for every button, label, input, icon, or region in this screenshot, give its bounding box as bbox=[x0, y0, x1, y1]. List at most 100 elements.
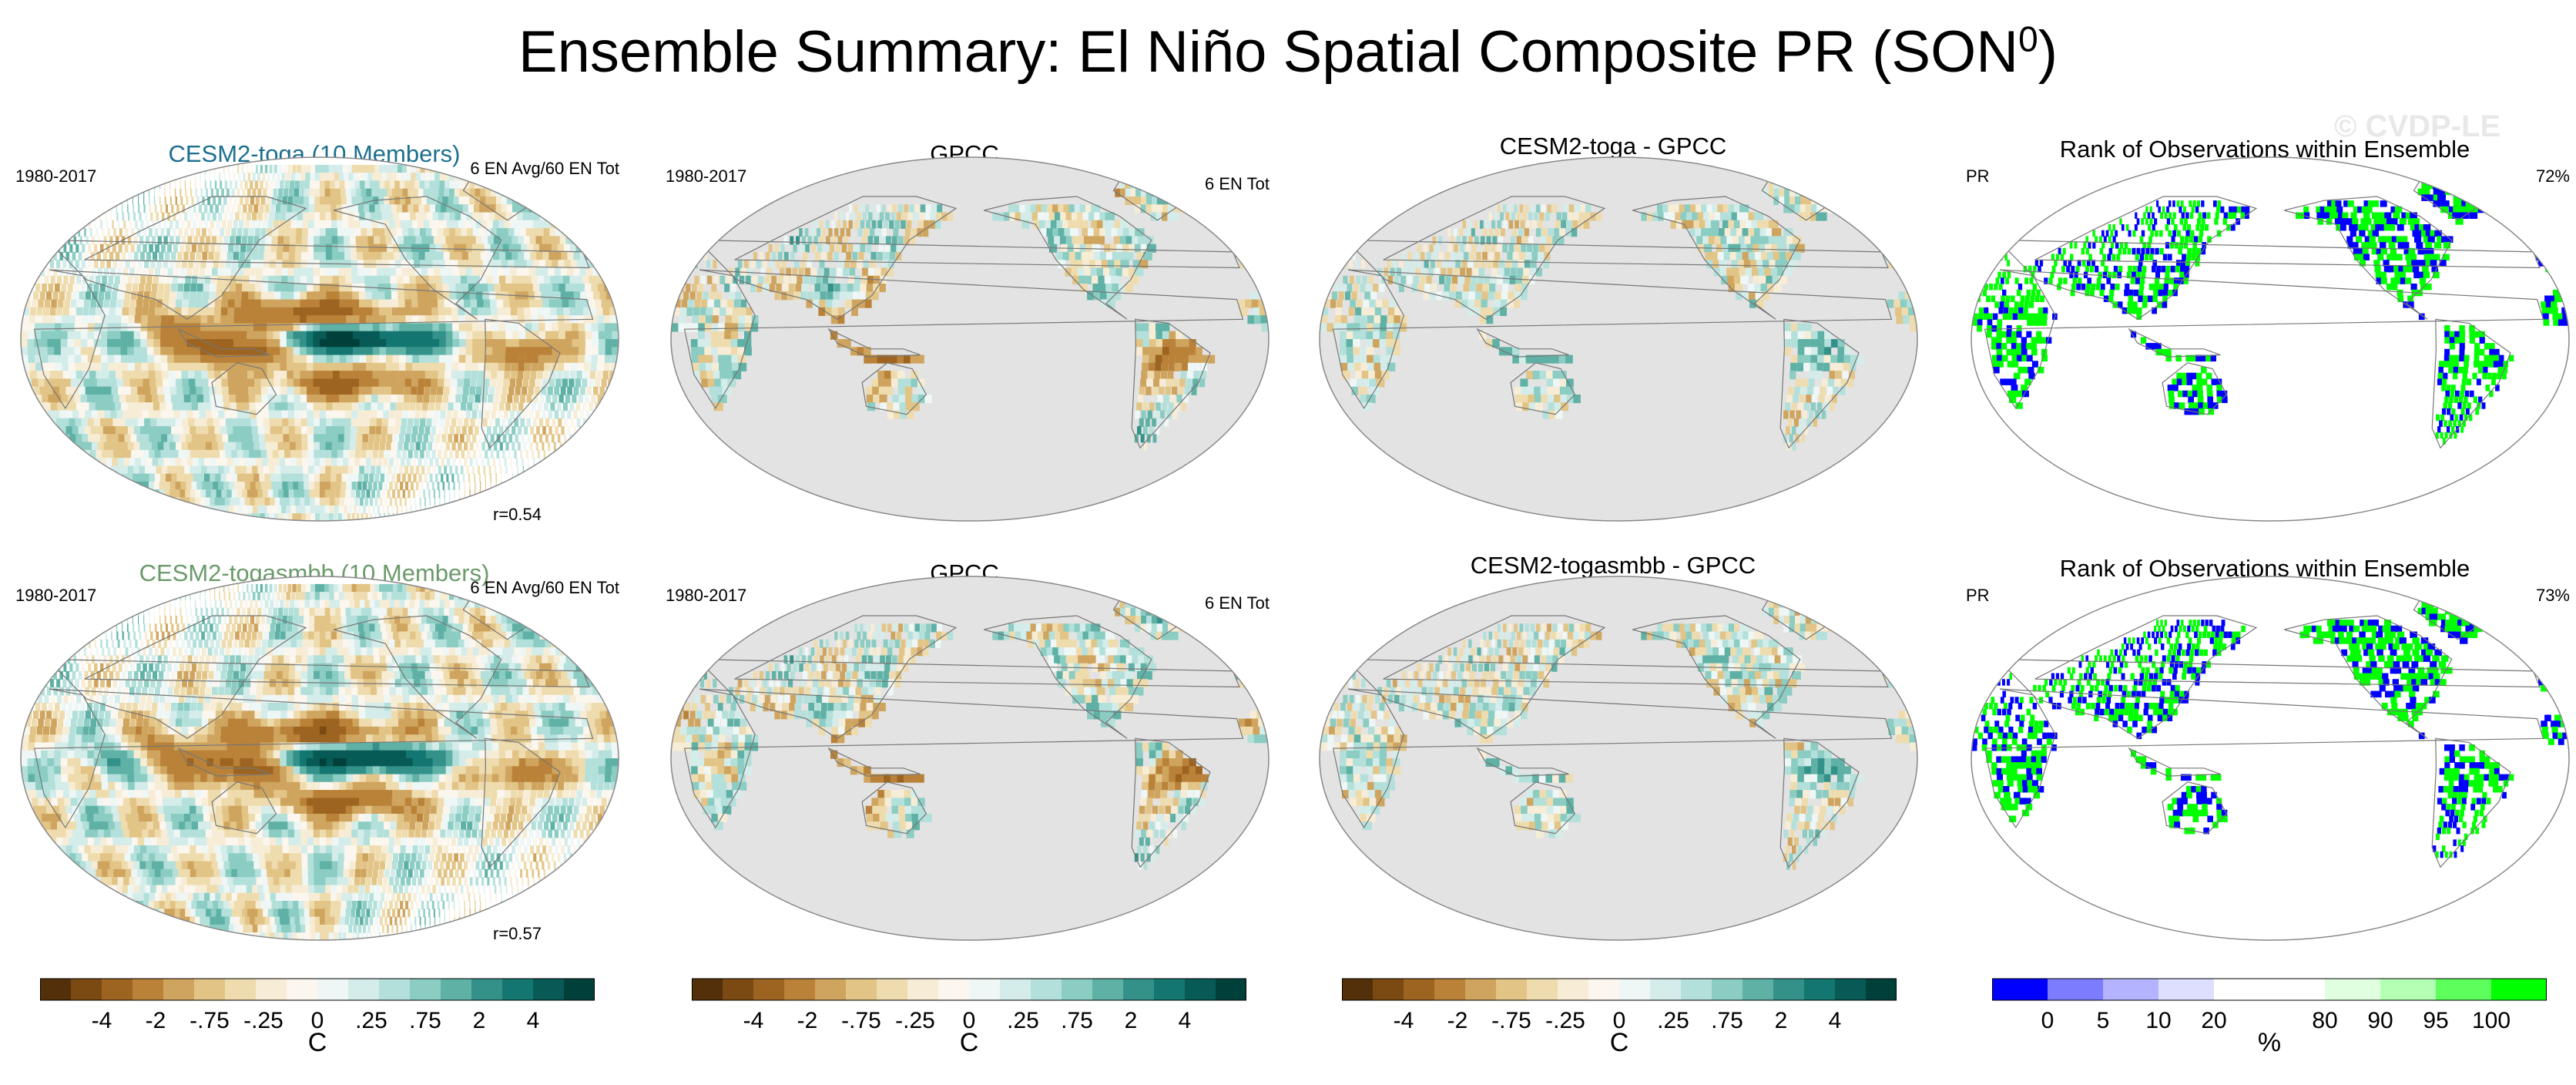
colorbar-swatch bbox=[1773, 979, 1805, 1000]
colorbar-swatch bbox=[815, 979, 847, 1000]
map-rank bbox=[1966, 154, 2574, 524]
colorbar-tick-label: -2 bbox=[797, 1008, 818, 1034]
colorbar-swatch bbox=[410, 979, 441, 1000]
colorbar-swatch bbox=[1650, 979, 1682, 1000]
colorbar-swatch bbox=[2380, 979, 2437, 1000]
colorbar-swatches bbox=[692, 977, 1246, 1003]
colorbar-swatch bbox=[2436, 979, 2492, 1000]
colorbar-swatch bbox=[379, 979, 411, 1000]
panel-diff-row2: CESM2-togasmbb - GPCC bbox=[1305, 542, 1921, 959]
panel-rank-row1: Rank of Observations within Ensemble PR … bbox=[1957, 123, 2573, 539]
colorbar-tick-label: 2 bbox=[473, 1008, 486, 1034]
colorbar-tick-label: 10 bbox=[2145, 1008, 2171, 1034]
colorbar-swatch bbox=[1558, 979, 1589, 1000]
colorbar-swatch bbox=[1465, 979, 1497, 1000]
colorbar-swatch bbox=[969, 979, 1001, 1000]
colorbar-swatch bbox=[2491, 979, 2547, 1000]
colorbar-tick-label: 4 bbox=[1179, 1008, 1192, 1034]
panel-rank-row2: Rank of Observations within Ensemble PR … bbox=[1957, 542, 2573, 959]
colorbar-tick-label: -.25 bbox=[895, 1008, 935, 1034]
colorbar-swatch bbox=[71, 979, 102, 1000]
colorbar-swatches bbox=[1342, 977, 1897, 1003]
colorbar-swatch bbox=[692, 979, 723, 1000]
panel-diff-row1: CESM2-toga - GPCC bbox=[1305, 123, 1921, 539]
colorbar-swatch bbox=[1092, 979, 1124, 1000]
colorbar-swatch bbox=[784, 979, 816, 1000]
colorbar-tick-label: -.75 bbox=[1491, 1008, 1531, 1034]
colorbar-unit-label: C bbox=[308, 1028, 327, 1058]
map-difference bbox=[1314, 573, 1923, 943]
colorbar-tick-label: -4 bbox=[1394, 1008, 1414, 1034]
colorbar-swatch bbox=[2158, 979, 2215, 1000]
colorbar-swatch bbox=[2103, 979, 2159, 1000]
map-rank bbox=[1966, 573, 2574, 943]
colorbar-swatch bbox=[1185, 979, 1216, 1000]
colorbar-swatch bbox=[1527, 979, 1558, 1000]
colorbar-swatch bbox=[102, 979, 133, 1000]
colorbar-swatch bbox=[1434, 979, 1466, 1000]
colorbar-tick-label: 4 bbox=[527, 1008, 540, 1034]
colorbar-tick-label: 20 bbox=[2201, 1008, 2226, 1034]
colorbar-tick-label: 4 bbox=[1829, 1008, 1842, 1034]
colorbar-swatch bbox=[2214, 979, 2270, 1000]
colorbar-swatch bbox=[348, 979, 380, 1000]
colorbar-tick-label: -.75 bbox=[190, 1008, 230, 1034]
colorbar-swatch bbox=[1123, 979, 1155, 1000]
panel-model-row2: CESM2-togasmbb (10 Members) 1980-2017 6 … bbox=[6, 542, 622, 959]
colorbar-swatch bbox=[40, 979, 72, 1000]
colorbar-swatch bbox=[1712, 979, 1743, 1000]
colorbar-swatch bbox=[1062, 979, 1093, 1000]
colorbar-tick-label: .75 bbox=[409, 1008, 441, 1034]
colorbar-swatches bbox=[40, 977, 595, 1003]
map-model bbox=[15, 573, 624, 943]
colorbar-swatch bbox=[132, 979, 164, 1000]
colorbar-swatch bbox=[723, 979, 754, 1000]
figure-title: Ensemble Summary: El Niño Spatial Compos… bbox=[0, 17, 2576, 87]
colorbar-tick-label: 95 bbox=[2423, 1008, 2448, 1034]
colorbar-tick-label: 100 bbox=[2472, 1008, 2511, 1034]
colorbar-swatch bbox=[1866, 979, 1897, 1000]
colorbar-swatch bbox=[1031, 979, 1062, 1000]
colorbar-swatch bbox=[317, 979, 349, 1000]
colorbar-swatch bbox=[533, 979, 565, 1000]
colorbar-swatch bbox=[877, 979, 908, 1000]
colorbar-swatch bbox=[1154, 979, 1186, 1000]
colorbar-tick-label: -.25 bbox=[243, 1008, 283, 1034]
colorbar-tick-label: 90 bbox=[2367, 1008, 2393, 1034]
colorbar-swatch bbox=[1681, 979, 1712, 1000]
correlation-label: r=0.57 bbox=[493, 924, 542, 944]
map-obs bbox=[666, 154, 1274, 524]
correlation-label: r=0.54 bbox=[493, 505, 542, 525]
colorbar-tick-label: .75 bbox=[1711, 1008, 1743, 1034]
colorbar-tick-label: -2 bbox=[146, 1008, 166, 1034]
colorbar-swatch bbox=[471, 979, 503, 1000]
colorbar-unit-label: C bbox=[1610, 1028, 1629, 1058]
colorbar-tick-label: 80 bbox=[2312, 1008, 2337, 1034]
colorbar-tick-label: .75 bbox=[1061, 1008, 1093, 1034]
panel-obs-row1: GPCC 1980-2017 6 EN Tot bbox=[656, 123, 1273, 539]
colorbar-swatch bbox=[2325, 979, 2381, 1000]
colorbar-swatch bbox=[1588, 979, 1620, 1000]
map-obs bbox=[666, 573, 1274, 943]
colorbar-tick-label: 2 bbox=[1125, 1008, 1138, 1034]
colorbar-tick-label: -2 bbox=[1447, 1008, 1468, 1034]
colorbar-tick-label: 0 bbox=[2041, 1008, 2054, 1034]
colorbar-swatch bbox=[753, 979, 785, 1000]
panel-obs-row2: GPCC 1980-2017 6 EN Tot bbox=[656, 542, 1273, 959]
map-model bbox=[15, 154, 624, 524]
colorbar-swatch bbox=[1000, 979, 1031, 1000]
colorbar-tick-label: -4 bbox=[92, 1008, 112, 1034]
colorbar-swatch bbox=[564, 979, 595, 1000]
colorbar-tick-label: -.25 bbox=[1545, 1008, 1585, 1034]
colorbar-swatch bbox=[1496, 979, 1528, 1000]
colorbar-swatch bbox=[1992, 979, 2048, 1000]
colorbar-swatches bbox=[1992, 977, 2547, 1003]
colorbar-swatch bbox=[1404, 979, 1435, 1000]
colorbar-tick-label: -4 bbox=[743, 1008, 764, 1034]
colorbar-swatch bbox=[287, 979, 318, 1000]
colorbar-swatch bbox=[1804, 979, 1836, 1000]
